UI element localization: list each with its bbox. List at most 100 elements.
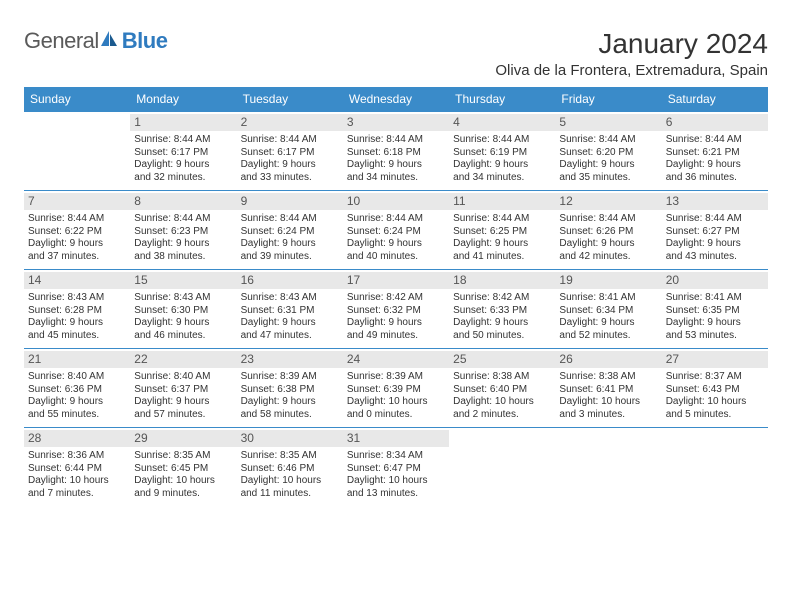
header: General Blue January 2024 Oliva de la Fr… [24, 28, 768, 79]
dl2-text: and 32 minutes. [134, 172, 232, 185]
dl1-text: Daylight: 10 hours [559, 396, 657, 409]
sunrise-text: Sunrise: 8:34 AM [347, 450, 445, 463]
calendar-grid: SundayMondayTuesdayWednesdayThursdayFrid… [24, 87, 768, 506]
dl2-text: and 11 minutes. [241, 488, 339, 501]
sunset-text: Sunset: 6:18 PM [347, 147, 445, 160]
day-cell: 4Sunrise: 8:44 AMSunset: 6:19 PMDaylight… [449, 111, 555, 190]
day-cell: 22Sunrise: 8:40 AMSunset: 6:37 PMDayligh… [130, 348, 236, 427]
day-number: 20 [662, 272, 768, 289]
day-cell: 21Sunrise: 8:40 AMSunset: 6:36 PMDayligh… [24, 348, 130, 427]
sunset-text: Sunset: 6:39 PM [347, 384, 445, 397]
day-cell: 18Sunrise: 8:42 AMSunset: 6:33 PMDayligh… [449, 269, 555, 348]
day-number: 19 [555, 272, 661, 289]
brand-part1: General [24, 28, 99, 54]
dl2-text: and 42 minutes. [559, 251, 657, 264]
title-block: January 2024 Oliva de la Frontera, Extre… [495, 28, 768, 79]
dl1-text: Daylight: 9 hours [241, 317, 339, 330]
sunset-text: Sunset: 6:26 PM [559, 226, 657, 239]
location-text: Oliva de la Frontera, Extremadura, Spain [495, 62, 768, 79]
dl1-text: Daylight: 10 hours [453, 396, 551, 409]
sunrise-text: Sunrise: 8:43 AM [241, 292, 339, 305]
sunset-text: Sunset: 6:35 PM [666, 305, 764, 318]
day-cell: 28Sunrise: 8:36 AMSunset: 6:44 PMDayligh… [24, 427, 130, 506]
sunset-text: Sunset: 6:34 PM [559, 305, 657, 318]
dl2-text: and 33 minutes. [241, 172, 339, 185]
sunrise-text: Sunrise: 8:35 AM [241, 450, 339, 463]
sunset-text: Sunset: 6:38 PM [241, 384, 339, 397]
day-cell: 8Sunrise: 8:44 AMSunset: 6:23 PMDaylight… [130, 190, 236, 269]
dl2-text: and 49 minutes. [347, 330, 445, 343]
day-number: 7 [24, 193, 130, 210]
sunset-text: Sunset: 6:31 PM [241, 305, 339, 318]
dl2-text: and 52 minutes. [559, 330, 657, 343]
day-header: Wednesday [343, 87, 449, 111]
day-number: 1 [130, 114, 236, 131]
sunrise-text: Sunrise: 8:44 AM [241, 213, 339, 226]
day-number: 24 [343, 351, 449, 368]
day-number: 9 [237, 193, 343, 210]
sunset-text: Sunset: 6:41 PM [559, 384, 657, 397]
sunrise-text: Sunrise: 8:44 AM [453, 213, 551, 226]
day-header: Monday [130, 87, 236, 111]
day-number: 11 [449, 193, 555, 210]
brand-part2: Blue [122, 28, 168, 54]
day-cell: 27Sunrise: 8:37 AMSunset: 6:43 PMDayligh… [662, 348, 768, 427]
dl2-text: and 36 minutes. [666, 172, 764, 185]
sunset-text: Sunset: 6:47 PM [347, 463, 445, 476]
dl1-text: Daylight: 9 hours [666, 238, 764, 251]
sunset-text: Sunset: 6:25 PM [453, 226, 551, 239]
dl2-text: and 3 minutes. [559, 409, 657, 422]
dl2-text: and 38 minutes. [134, 251, 232, 264]
sunrise-text: Sunrise: 8:42 AM [347, 292, 445, 305]
dl2-text: and 9 minutes. [134, 488, 232, 501]
dl2-text: and 46 minutes. [134, 330, 232, 343]
day-number: 13 [662, 193, 768, 210]
sunset-text: Sunset: 6:17 PM [241, 147, 339, 160]
day-number: 16 [237, 272, 343, 289]
empty-cell [555, 427, 661, 506]
sunrise-text: Sunrise: 8:44 AM [666, 213, 764, 226]
empty-cell [449, 427, 555, 506]
dl2-text: and 58 minutes. [241, 409, 339, 422]
dl2-text: and 57 minutes. [134, 409, 232, 422]
dl2-text: and 39 minutes. [241, 251, 339, 264]
sunrise-text: Sunrise: 8:42 AM [453, 292, 551, 305]
sunrise-text: Sunrise: 8:41 AM [666, 292, 764, 305]
sunrise-text: Sunrise: 8:44 AM [347, 213, 445, 226]
day-number: 27 [662, 351, 768, 368]
sunrise-text: Sunrise: 8:35 AM [134, 450, 232, 463]
day-number: 3 [343, 114, 449, 131]
dl1-text: Daylight: 9 hours [347, 317, 445, 330]
day-number: 18 [449, 272, 555, 289]
sunrise-text: Sunrise: 8:44 AM [28, 213, 126, 226]
sunrise-text: Sunrise: 8:44 AM [241, 134, 339, 147]
day-number: 6 [662, 114, 768, 131]
day-header: Thursday [449, 87, 555, 111]
dl2-text: and 41 minutes. [453, 251, 551, 264]
sunset-text: Sunset: 6:23 PM [134, 226, 232, 239]
day-cell: 20Sunrise: 8:41 AMSunset: 6:35 PMDayligh… [662, 269, 768, 348]
day-header: Saturday [662, 87, 768, 111]
sunrise-text: Sunrise: 8:40 AM [28, 371, 126, 384]
sunset-text: Sunset: 6:19 PM [453, 147, 551, 160]
sunrise-text: Sunrise: 8:44 AM [134, 213, 232, 226]
day-cell: 16 Sunrise: 8:43 AMSunset: 6:31 PMDayligh… [237, 269, 343, 348]
sunset-text: Sunset: 6:24 PM [347, 226, 445, 239]
sunset-text: Sunset: 6:27 PM [666, 226, 764, 239]
sunset-text: Sunset: 6:33 PM [453, 305, 551, 318]
day-number: 4 [449, 114, 555, 131]
dl1-text: Daylight: 9 hours [28, 396, 126, 409]
sunrise-text: Sunrise: 8:44 AM [134, 134, 232, 147]
dl1-text: Daylight: 9 hours [134, 396, 232, 409]
dl1-text: Daylight: 10 hours [28, 475, 126, 488]
sunset-text: Sunset: 6:21 PM [666, 147, 764, 160]
dl2-text: and 2 minutes. [453, 409, 551, 422]
sunrise-text: Sunrise: 8:44 AM [559, 134, 657, 147]
sunset-text: Sunset: 6:22 PM [28, 226, 126, 239]
sunrise-text: Sunrise: 8:44 AM [559, 213, 657, 226]
dl1-text: Daylight: 9 hours [347, 238, 445, 251]
day-cell: 31Sunrise: 8:34 AMSunset: 6:47 PMDayligh… [343, 427, 449, 506]
day-cell: 7Sunrise: 8:44 AMSunset: 6:22 PMDaylight… [24, 190, 130, 269]
day-number: 14 [24, 272, 130, 289]
sunrise-text: Sunrise: 8:36 AM [28, 450, 126, 463]
